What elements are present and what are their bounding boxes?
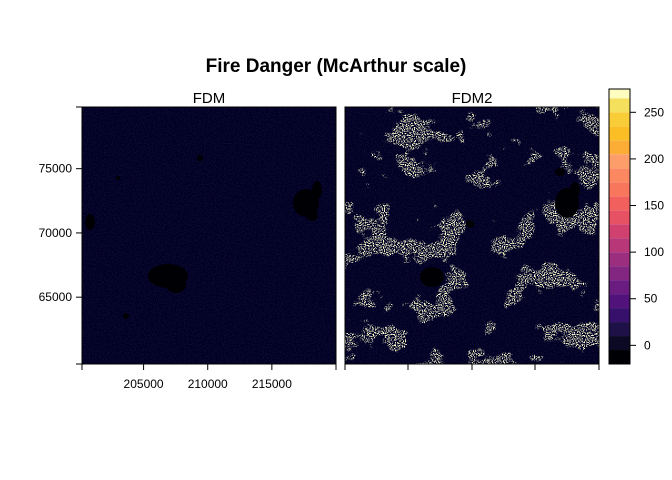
colorkey-border [608, 88, 631, 365]
colorkey-band [609, 252, 630, 267]
chart-title: Fire Danger (McArthur scale) [205, 56, 467, 77]
y-tick-label: 75000 [39, 162, 73, 176]
colorkey-tick-label: 50 [644, 292, 658, 306]
panel-fdm2-dark-patches [420, 168, 580, 287]
colorkey-band [609, 322, 630, 337]
colorkey-band [609, 280, 630, 295]
dark-patch [116, 176, 120, 180]
dark-patch [166, 277, 186, 293]
x-tick-label: 210000 [188, 377, 228, 391]
colorkey-band [609, 98, 630, 113]
colorkey-band [609, 196, 630, 211]
colorkey-tick-label: 250 [644, 105, 664, 119]
colorkey-band [609, 140, 630, 155]
axes: 205000 210000 215000 65000 70000 75000 [39, 106, 600, 391]
colorkey-tick-label: 150 [644, 199, 664, 213]
dark-patch [152, 267, 164, 277]
panel-fdm [81, 106, 337, 365]
panel-fdm-dark-patches [85, 155, 322, 319]
colorkey-band [609, 350, 630, 364]
colorkey: 0 50 100 150 200 250 [608, 88, 664, 365]
panel-fdm-speckle [82, 107, 336, 364]
panel-fdm2 [344, 106, 600, 365]
colorkey-tick-label: 0 [644, 338, 651, 352]
dark-patch [555, 168, 565, 176]
dark-patch [570, 182, 580, 198]
panel-fdm-border [81, 106, 337, 365]
dark-patch [312, 181, 322, 199]
colorkey-band [609, 89, 630, 99]
colorkey-band [609, 112, 630, 127]
x-tick-label: 205000 [124, 377, 164, 391]
colorkey-tick-label: 100 [644, 245, 664, 259]
panel-fdm2-speckle [345, 107, 599, 364]
panel-label-fdm: FDM [192, 90, 226, 107]
dark-patch [123, 313, 129, 319]
colorkey-band [609, 154, 630, 169]
panel-label-fdm2: FDM2 [451, 90, 493, 107]
colorkey-band [609, 224, 630, 239]
colorkey-band [609, 308, 630, 323]
colorkey-tick-label: 200 [644, 152, 664, 166]
colorkey-band [609, 182, 630, 197]
y-tick-label: 65000 [39, 290, 73, 304]
colorkey-band [609, 266, 630, 281]
colorkey-band [609, 336, 630, 351]
y-tick-label: 70000 [39, 226, 73, 240]
colorkey-band [609, 238, 630, 253]
dark-patch [197, 155, 203, 161]
colorkey-band [609, 168, 630, 183]
dark-patch [85, 214, 95, 230]
colorkey-band [609, 126, 630, 141]
dark-patch [466, 220, 474, 228]
dark-patch [420, 267, 444, 287]
dark-patch [306, 209, 318, 221]
colorkey-band [609, 294, 630, 309]
x-tick-label: 215000 [252, 377, 292, 391]
colorkey-band [609, 210, 630, 225]
